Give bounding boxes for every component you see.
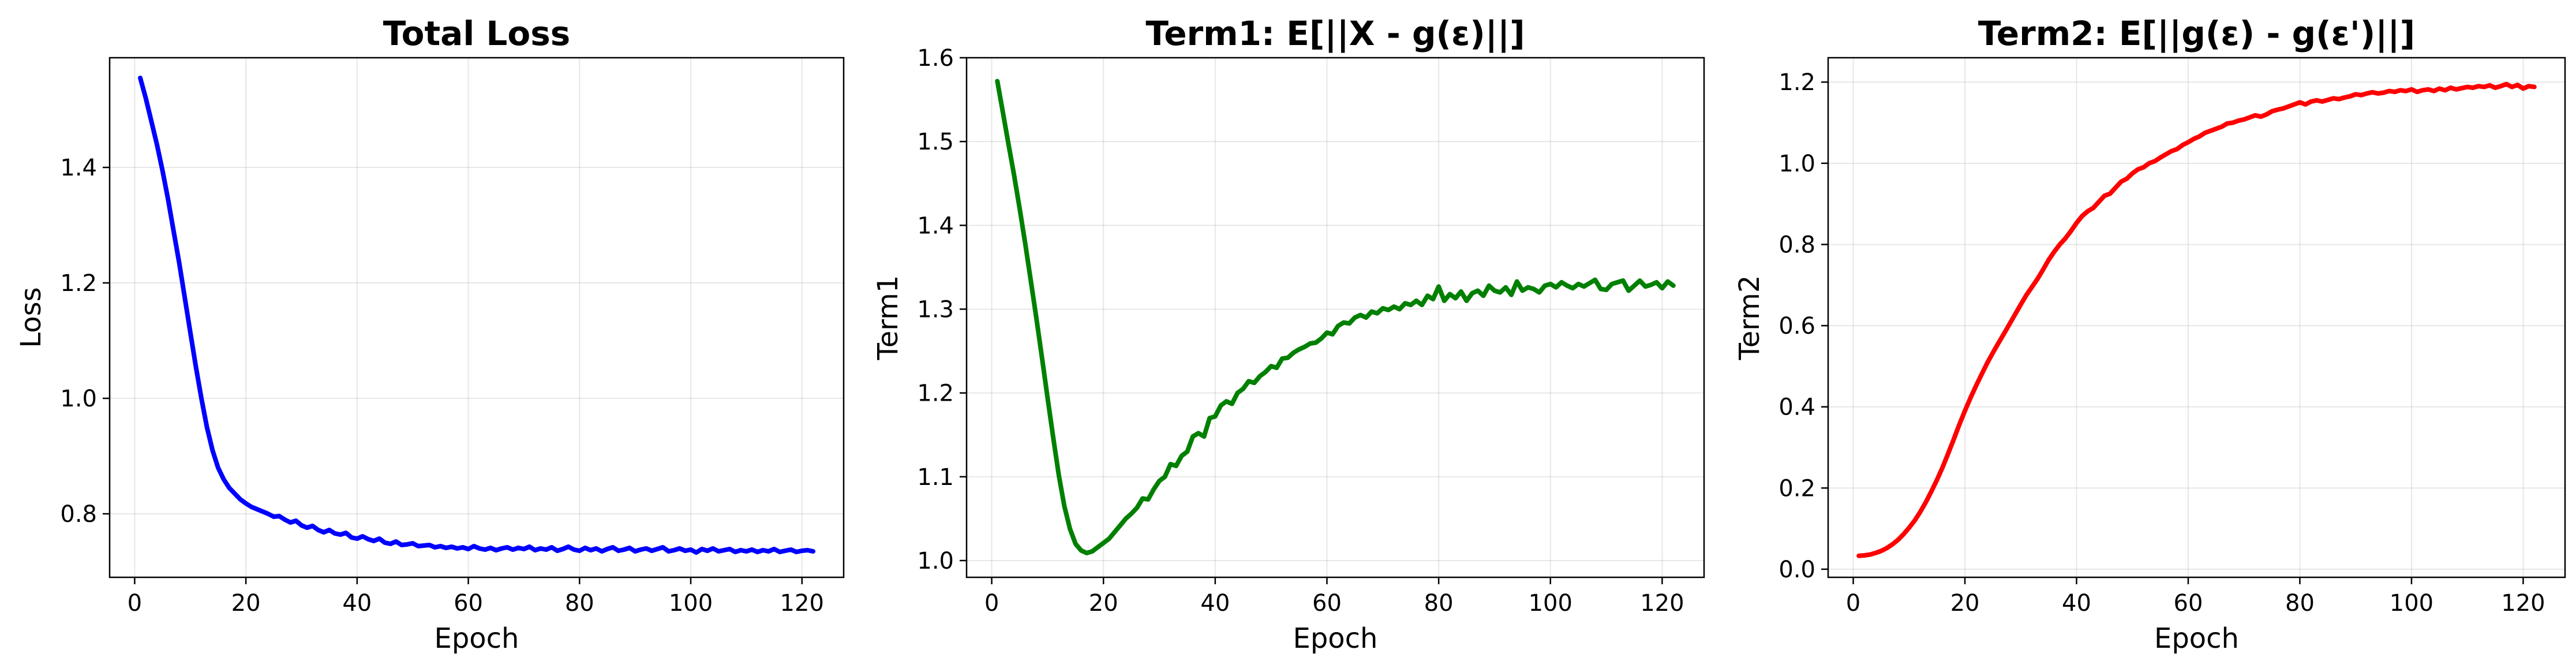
x-axis-label: Epoch [2154, 622, 2239, 655]
y-tick-label: 1.0 [1779, 151, 1815, 177]
x-tick-label: 40 [342, 590, 372, 617]
y-tick-label: 1.2 [60, 270, 97, 297]
x-tick-label: 60 [2174, 590, 2203, 617]
ticks: 0 20 40 60 80 100 120 1.0 1.1 1.2 1.3 1.4 1.5 1.6 [917, 45, 1684, 617]
axes-frame [108, 57, 845, 578]
series-line-0 [138, 76, 815, 555]
y-tick-label: 0.8 [1779, 232, 1815, 258]
y-tick-label: 1.6 [917, 45, 954, 72]
y-tick-label: 0.6 [1779, 313, 1815, 339]
y-axis-label: Loss [15, 287, 47, 348]
chart-title: Term2: E[||g(ε) - g(ε')||] [1978, 14, 2415, 53]
x-tick-label: 20 [1950, 590, 1980, 617]
x-axis-label: Epoch [1293, 622, 1378, 655]
y-tick-label: 1.3 [917, 296, 954, 323]
y-tick-label: 0.2 [1779, 475, 1815, 502]
chart-title: Total Loss [383, 14, 571, 53]
y-tick-label: 0.0 [1779, 557, 1815, 583]
y-tick-label: 1.0 [60, 386, 97, 412]
chart-panel-total-loss: Total Loss Epoch Loss 0 20 40 60 80 100 120 0.8… [15, 14, 845, 655]
x-tick-label: 100 [2390, 590, 2433, 617]
x-axis-label: Epoch [435, 622, 519, 655]
x-tick-label: 80 [2285, 590, 2315, 617]
series-line-0 [995, 79, 1676, 555]
x-tick-label: 0 [1846, 590, 1860, 617]
grid [1828, 58, 2565, 577]
y-tick-label: 0.4 [1779, 394, 1815, 421]
y-tick-label: 1.2 [917, 380, 954, 407]
x-tick-label: 120 [2501, 590, 2545, 617]
x-tick-label: 40 [2062, 590, 2091, 617]
x-tick-label: 0 [984, 590, 999, 617]
y-axis-label: Term1 [872, 275, 904, 361]
x-tick-label: 20 [231, 590, 261, 617]
x-tick-label: 80 [565, 590, 594, 617]
y-tick-label: 1.5 [917, 129, 954, 155]
chart-title: Term1: E[||X - g(ε)||] [1145, 14, 1525, 53]
y-tick-label: 1.1 [917, 464, 954, 491]
x-tick-label: 100 [669, 590, 713, 617]
x-tick-label: 20 [1089, 590, 1118, 617]
y-tick-label: 1.4 [917, 212, 954, 239]
x-tick-label: 60 [454, 590, 483, 617]
ticks: 0 20 40 60 80 100 120 0.8 1.0 1.2 1.4 [60, 155, 824, 617]
x-tick-label: 0 [128, 590, 142, 617]
chart-panel-term2: Term2: E[||g(ε) - g(ε')||] Epoch Term2 0… [1733, 14, 2566, 655]
y-tick-label: 0.8 [60, 501, 97, 528]
x-tick-label: 80 [1424, 590, 1454, 617]
chart-panel-term1: Term1: E[||X - g(ε)||] Epoch Term1 0 20 40… [872, 14, 1705, 655]
x-tick-label: 40 [1200, 590, 1230, 617]
x-tick-label: 60 [1312, 590, 1342, 617]
y-axis-label: Term2 [1733, 275, 1766, 361]
x-tick-label: 120 [780, 590, 824, 617]
y-tick-label: 1.2 [1779, 69, 1815, 96]
y-tick-label: 1.0 [917, 548, 954, 574]
x-tick-label: 120 [1640, 590, 1684, 617]
axes-frame [1827, 57, 2566, 578]
grid [110, 58, 844, 577]
y-tick-label: 1.4 [60, 155, 97, 181]
ticks: 0 20 40 60 80 100 120 0.0 0.2 0.4 0.6 0.8 1.0 1.2 [1779, 69, 2545, 617]
series-line-0 [1856, 81, 2537, 558]
x-tick-label: 100 [1529, 590, 1572, 617]
axes-frame [965, 57, 1705, 578]
